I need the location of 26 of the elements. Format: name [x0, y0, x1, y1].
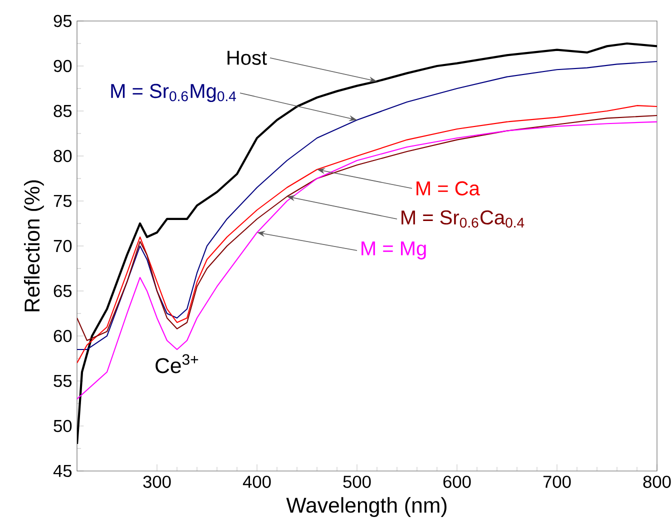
- y-tick-label: 85: [54, 104, 72, 118]
- y-axis-title: Reflection (%): [24, 180, 44, 312]
- text: M = Mg: [362, 242, 426, 260]
- y-tick-label: 75: [54, 194, 72, 208]
- x-tick-label: 500: [343, 476, 371, 488]
- x-tick-label: 700: [543, 476, 571, 488]
- x-tick-label: 800: [643, 476, 671, 488]
- text: Host: [228, 50, 267, 65]
- y-tick-label: 60: [54, 330, 72, 342]
- y-tick-label: 80: [54, 150, 72, 162]
- x-tick-label: 300: [143, 476, 171, 488]
- y-tick-label: 45: [53, 464, 72, 478]
- x-axis-title: Wavelength (nm): [286, 497, 446, 518]
- text: M = Sr$_{0.6}$Ca$_{0.4}$: [402, 210, 524, 228]
- text: M = Ca: [416, 181, 480, 196]
- annotation: Ce$^{3+}$: [156, 354, 198, 374]
- y-tick-label: 50: [54, 420, 72, 432]
- line-series: [77, 121, 657, 400]
- y-tick-label: 65: [54, 284, 72, 298]
- y-tick-label: 90: [54, 60, 72, 72]
- x-tick-label: 600: [443, 476, 471, 488]
- y-tick-label: 95: [54, 14, 72, 28]
- y-tick-label: 55: [54, 374, 72, 388]
- y-tick-label: 70: [54, 240, 72, 252]
- text: M = Sr$_{0.6}$Mg$_{0.4}$: [111, 84, 236, 102]
- x-tick-label: 400: [242, 476, 271, 488]
